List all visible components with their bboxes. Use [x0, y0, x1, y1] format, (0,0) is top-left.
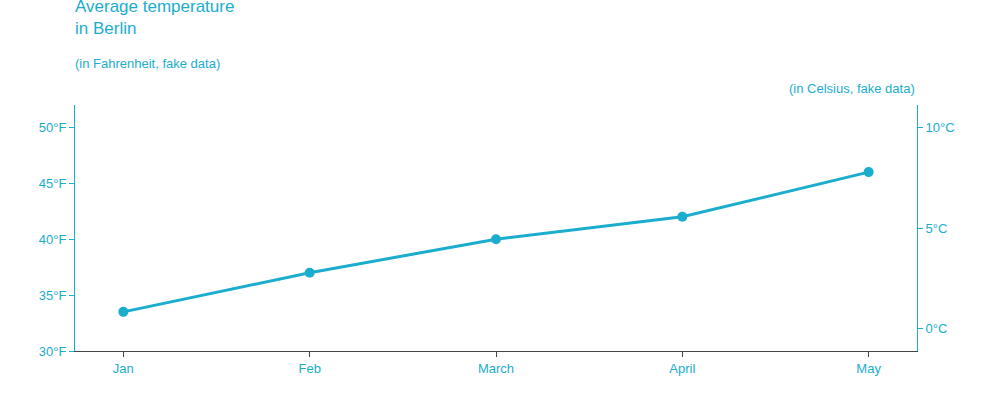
- svg-text:50°F: 50°F: [39, 120, 67, 135]
- svg-text:Feb: Feb: [298, 361, 320, 376]
- svg-text:40°F: 40°F: [39, 232, 67, 247]
- svg-text:10°C: 10°C: [926, 120, 955, 135]
- svg-text:0°C: 0°C: [926, 321, 948, 336]
- svg-text:May: May: [856, 361, 881, 376]
- svg-text:30°F: 30°F: [39, 344, 67, 359]
- svg-text:(in Celsius, fake data): (in Celsius, fake data): [789, 81, 915, 96]
- svg-text:(in Fahrenheit, fake data): (in Fahrenheit, fake data): [75, 56, 220, 71]
- svg-text:45°F: 45°F: [39, 176, 67, 191]
- svg-text:Jan: Jan: [113, 361, 134, 376]
- svg-text:Average temperaturein Berlin: Average temperaturein Berlin: [75, 0, 234, 38]
- svg-text:March: March: [478, 361, 514, 376]
- svg-text:35°F: 35°F: [39, 288, 67, 303]
- svg-text:April: April: [669, 361, 695, 376]
- svg-text:5°C: 5°C: [926, 221, 948, 236]
